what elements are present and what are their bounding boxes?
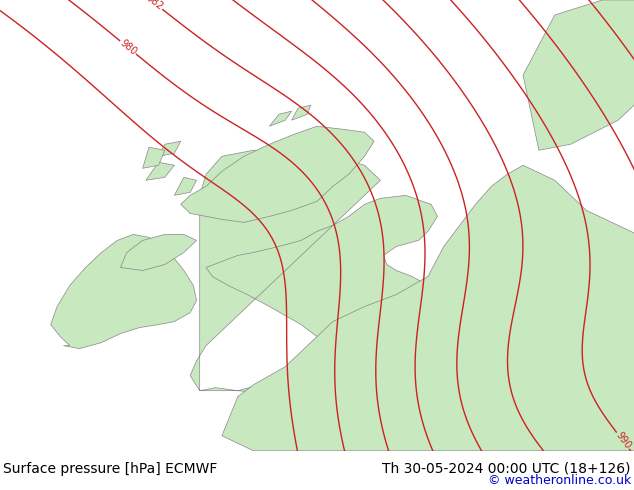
- Text: Surface pressure [hPa] ECMWF: Surface pressure [hPa] ECMWF: [3, 462, 217, 476]
- Text: 978: 978: [297, 473, 311, 490]
- Polygon shape: [269, 111, 292, 126]
- Polygon shape: [146, 162, 174, 180]
- Polygon shape: [523, 0, 634, 150]
- Text: 982: 982: [144, 0, 164, 12]
- Text: 990: 990: [613, 430, 633, 451]
- Polygon shape: [120, 234, 197, 270]
- Polygon shape: [190, 150, 437, 393]
- Polygon shape: [143, 147, 165, 168]
- Polygon shape: [174, 177, 197, 196]
- Text: Th 30-05-2024 00:00 UTC (18+126): Th 30-05-2024 00:00 UTC (18+126): [382, 462, 631, 476]
- Text: 980: 980: [118, 38, 138, 57]
- Text: © weatheronline.co.uk: © weatheronline.co.uk: [488, 474, 631, 487]
- Polygon shape: [181, 126, 374, 222]
- Polygon shape: [222, 165, 634, 451]
- Text: 988: 988: [547, 456, 566, 477]
- Polygon shape: [51, 234, 197, 348]
- Polygon shape: [158, 141, 181, 156]
- Polygon shape: [292, 105, 311, 120]
